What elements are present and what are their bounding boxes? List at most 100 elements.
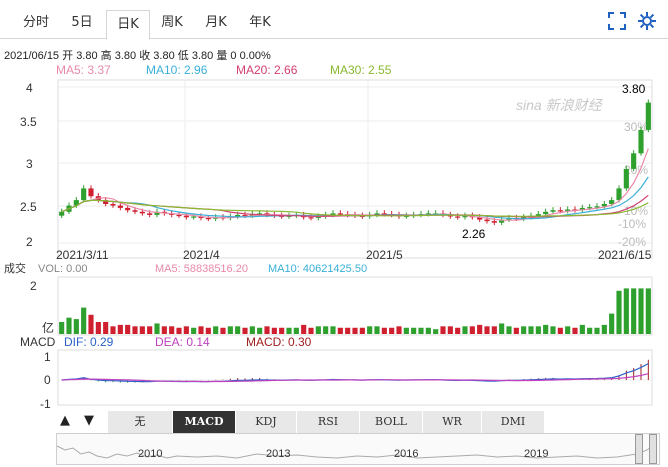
- volume-bar: [425, 327, 431, 334]
- indicator-none-button[interactable]: 无: [108, 411, 173, 433]
- candle-body: [337, 213, 343, 215]
- volume-bar: [381, 327, 387, 334]
- volume-bar: [59, 322, 65, 334]
- volume-bar: [587, 327, 593, 334]
- volume-bar: [623, 288, 629, 334]
- quote-info: 2021/06/15 开 3.80 高 3.80 收 3.80 低 3.80 量…: [4, 47, 271, 63]
- candle-body: [521, 217, 527, 219]
- volume-bar: [521, 326, 527, 334]
- candle-body: [359, 215, 365, 217]
- volume-bar: [616, 290, 622, 334]
- pct-tick-neg10: -10%: [618, 217, 646, 231]
- dea-line: [61, 373, 649, 383]
- candle-body: [88, 188, 94, 197]
- volume-value: 0: [230, 50, 237, 62]
- volume-bar: [513, 327, 519, 334]
- candle-body: [565, 209, 571, 212]
- volume-bar: [315, 326, 321, 334]
- scroll-left-icon[interactable]: ▲: [60, 413, 70, 428]
- candle-body: [286, 215, 292, 217]
- vol-ma10-label: MA10: 40621425.50: [268, 263, 367, 275]
- volume-bar: [183, 326, 189, 334]
- pct-tick-30: 30%: [624, 120, 648, 134]
- candle-body: [191, 216, 197, 218]
- candle-body: [139, 211, 145, 214]
- volume-bar: [191, 327, 197, 334]
- dea-label: DEA: 0.14: [155, 335, 210, 349]
- fullscreen-icon[interactable]: [608, 12, 626, 30]
- candle-body: [616, 188, 622, 201]
- volume-bar: [279, 327, 285, 334]
- candle-body: [484, 219, 490, 222]
- volume-panel-border: [57, 276, 653, 336]
- volume-bar: [352, 327, 358, 334]
- settings-icon[interactable]: [638, 12, 656, 30]
- indicator-macd-button[interactable]: MACD: [173, 411, 236, 433]
- price-tick-2-5: 2.5: [20, 200, 37, 214]
- nav-year-2016: 2016: [394, 448, 419, 460]
- vol-tick-2: 2: [30, 279, 37, 293]
- volume-bar: [447, 326, 453, 334]
- candle-body: [59, 211, 65, 216]
- high-label: 高: [100, 50, 112, 62]
- candle-body: [543, 211, 549, 215]
- volume-bar: [638, 288, 644, 334]
- indicator-dmi-button[interactable]: DMI: [482, 411, 545, 433]
- volume-bar: [345, 327, 351, 334]
- volume-bar: [286, 327, 292, 334]
- volume-bar: [411, 327, 417, 334]
- volume-bar: [543, 324, 549, 334]
- candle-body: [198, 216, 204, 219]
- tab-intraday[interactable]: 分时: [22, 15, 49, 30]
- volume-bar: [169, 326, 175, 334]
- high-value: 3.80: [114, 50, 137, 62]
- volume-bar: [242, 327, 248, 334]
- volume-bar: [117, 324, 123, 334]
- volume-bar: [359, 327, 365, 334]
- ma5-line: [61, 148, 649, 221]
- tab-weekly-k[interactable]: 周K: [161, 15, 183, 30]
- macd-title: MACD: [20, 335, 56, 349]
- vol-ma5-label: MA5: 58838516.20: [155, 263, 248, 275]
- range-navigator[interactable]: [56, 433, 660, 465]
- candle-body: [557, 210, 563, 212]
- sina-watermark: sina 新浪财经: [516, 97, 604, 113]
- candle-body: [609, 200, 615, 204]
- ma30-line: [61, 199, 649, 217]
- tab-daily-k[interactable]: 日K: [106, 10, 150, 40]
- candle-body: [623, 168, 629, 189]
- candle-body: [205, 218, 211, 220]
- candle-body: [73, 200, 79, 206]
- volume-bar: [499, 323, 505, 334]
- indicator-kdj-button[interactable]: KDJ: [236, 411, 297, 433]
- date-tick-may: 2021/5: [366, 248, 403, 262]
- low-annotation: 2.26: [462, 227, 486, 241]
- candle-body: [81, 188, 87, 201]
- pct-tick-20: 20%: [624, 163, 648, 177]
- candle-body: [110, 204, 116, 206]
- candle-body: [176, 214, 182, 217]
- volume-bar: [565, 326, 571, 334]
- volume-title: 成交: [4, 261, 26, 275]
- volume-bar: [572, 327, 578, 334]
- volume-bar: [198, 326, 204, 334]
- tab-yearly-k[interactable]: 年K: [249, 15, 271, 30]
- candle-body: [477, 217, 483, 220]
- indicator-rsi-button[interactable]: RSI: [297, 411, 360, 433]
- indicator-wr-button[interactable]: WR: [423, 411, 482, 433]
- nav-year-2010: 2010: [138, 448, 163, 460]
- tab-monthly-k[interactable]: 月K: [205, 15, 227, 30]
- navigator-left-handle[interactable]: [635, 434, 643, 464]
- ma5-legend: MA5: 3.37: [56, 63, 111, 77]
- tab-5day[interactable]: 5日: [71, 15, 93, 30]
- indicator-boll-button[interactable]: BOLL: [360, 411, 423, 433]
- price-panel-border: [57, 79, 653, 259]
- volume-bar: [418, 327, 424, 334]
- candle-body: [183, 215, 189, 218]
- volume-bar: [594, 327, 600, 334]
- volume-bar: [374, 326, 380, 334]
- scroll-right-icon[interactable]: ▼: [84, 413, 94, 428]
- candle-body: [154, 211, 160, 215]
- navigator-right-handle[interactable]: [649, 434, 657, 464]
